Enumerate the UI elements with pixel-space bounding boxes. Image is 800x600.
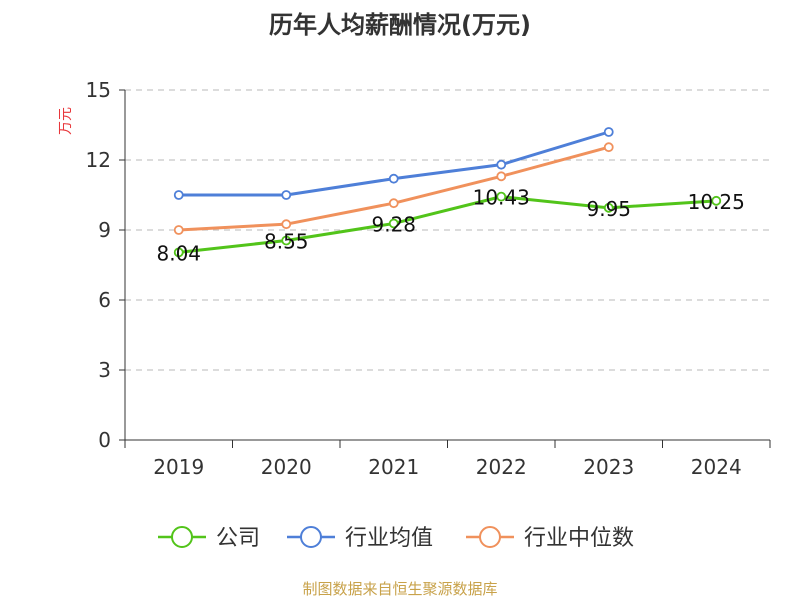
data-point — [173, 225, 184, 235]
data-point — [603, 127, 614, 137]
data-point — [496, 191, 507, 202]
data-point — [388, 198, 399, 209]
x-tick-label: 2019 — [153, 455, 204, 479]
data-label: 8.04 — [156, 241, 201, 265]
data-label: 9.28 — [371, 212, 416, 236]
x-tick-label: 2022 — [476, 455, 527, 479]
source-note: 制图数据来自恒生聚源数据库 — [302, 580, 497, 598]
x-tick-label: 2023 — [583, 455, 634, 479]
data-label: 10.25 — [688, 190, 745, 214]
x-tick-label: 2020 — [261, 455, 312, 479]
y-tick-label: 15 — [86, 78, 111, 102]
legend-swatch-marker — [479, 526, 501, 548]
data-point — [388, 173, 399, 184]
data-point — [388, 218, 399, 229]
legend: 公司 行业均值 行业中位数 — [158, 526, 634, 551]
data-label: 9.95 — [586, 197, 631, 221]
data-point — [281, 219, 292, 230]
axes: 0 3 6 9 12 15 2019 2020 2021 2022 2023 2024 — [86, 78, 771, 479]
chart-title: 历年人均薪酬情况(万元) — [269, 11, 531, 39]
data-point — [173, 190, 184, 200]
data-point — [281, 235, 292, 246]
data-point — [603, 202, 614, 213]
series-points — [173, 127, 722, 258]
x-tick-label: 2021 — [368, 455, 419, 479]
data-point — [496, 159, 507, 170]
legend-swatch-marker — [300, 526, 322, 548]
y-tick-label: 9 — [98, 218, 111, 242]
legend-label: 行业中位数 — [524, 526, 634, 551]
x-tick-label: 2024 — [691, 455, 742, 479]
data-label: 8.55 — [264, 230, 309, 254]
data-point — [173, 247, 184, 258]
y-tick-label: 0 — [98, 428, 111, 452]
legend-label: 行业均值 — [345, 526, 433, 551]
series-lines — [178, 130, 717, 254]
legend-swatch-marker — [171, 526, 193, 548]
y-tick-label: 3 — [98, 358, 111, 382]
legend-item[interactable]: 行业均值 — [287, 526, 433, 551]
series-line — [178, 195, 717, 254]
y-tick-label: 12 — [86, 148, 111, 172]
data-point — [603, 142, 614, 153]
legend-item[interactable]: 行业中位数 — [466, 526, 634, 551]
data-point — [496, 171, 507, 182]
data-labels: 8.04 8.55 9.28 10.43 9.95 10.25 — [156, 186, 744, 266]
data-point — [711, 195, 722, 206]
y-tick-label: 6 — [98, 288, 111, 312]
grid-lines — [125, 89, 770, 371]
legend-item[interactable]: 公司 — [158, 526, 260, 551]
data-point — [281, 190, 292, 200]
legend-label: 公司 — [216, 526, 260, 551]
data-label: 10.43 — [473, 186, 530, 210]
y-axis-label: 万元 — [58, 107, 74, 135]
